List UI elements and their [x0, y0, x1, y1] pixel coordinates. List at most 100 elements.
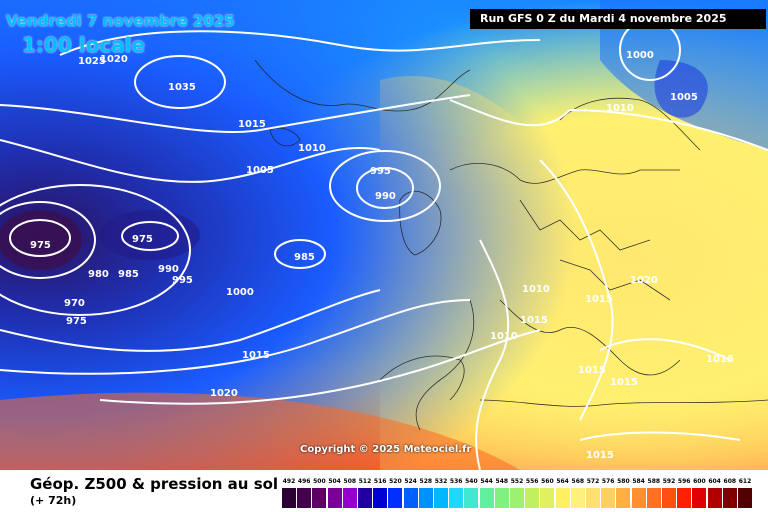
scale-swatch	[555, 488, 570, 508]
isobar-label: 1005	[246, 165, 274, 176]
isobar-label: 1010	[606, 103, 634, 114]
forecast-date: Vendredi 7 novembre 2025	[6, 12, 235, 30]
scale-swatch	[540, 488, 555, 508]
scale-label: 520	[389, 478, 402, 485]
scale-label: 584	[632, 478, 645, 485]
isobar-label: 990	[158, 264, 179, 275]
scale-label: 600	[693, 478, 706, 485]
isobar-label: 975	[66, 316, 87, 327]
isobar-label: 985	[294, 252, 315, 263]
scale-label: 604	[708, 478, 721, 485]
scale-label: 524	[404, 478, 417, 485]
scale-label: 588	[647, 478, 661, 485]
scale-swatch	[707, 488, 722, 508]
scale-swatch	[434, 488, 448, 508]
scale-label: 576	[601, 478, 615, 485]
color-scale: 492 496 500 504 508 512 516 520 524 528 532 536 540 5…	[282, 478, 752, 510]
scale-swatch	[403, 488, 418, 508]
scale-swatch	[494, 488, 509, 508]
scale-swatch	[631, 488, 646, 508]
isobar-label: 1035	[168, 82, 196, 93]
run-info: Run GFS 0 Z du Mardi 4 novembre 2025	[470, 9, 766, 29]
forecast-time: 1:00 locale	[22, 33, 146, 57]
scale-swatch	[692, 488, 707, 508]
scale-label: 548	[495, 478, 509, 485]
coastlines	[254, 59, 768, 431]
scale-label: 564	[556, 478, 569, 485]
scale-swatch	[312, 488, 327, 508]
isobar-label: 1015	[578, 365, 606, 376]
scale-swatch	[373, 488, 388, 508]
isobar-label: 1000	[226, 287, 254, 298]
scale-label: 556	[525, 478, 539, 485]
isobar-label: 975	[30, 240, 51, 251]
scale-swatch	[297, 488, 312, 508]
scale-label: 512	[358, 478, 372, 485]
scale-label: 580	[617, 478, 630, 485]
scale-label: 536	[449, 478, 463, 485]
scale-label: 612	[738, 478, 752, 485]
isobar-label: 1015	[242, 350, 270, 361]
scale-swatch	[646, 488, 661, 508]
scale-swatch	[510, 488, 524, 508]
scale-swatch	[479, 488, 494, 508]
isobar-label: 1010	[490, 331, 518, 342]
isobar-label: 1015	[520, 315, 548, 326]
scale-swatch	[616, 488, 631, 508]
isobar-label: 995	[370, 166, 391, 177]
scale-swatch	[586, 488, 600, 508]
scale-swatch	[358, 488, 372, 508]
scale-label: 592	[662, 478, 676, 485]
map-graphic: 1025 1020 1035 1015 1010 1005 995 990 97…	[0, 0, 768, 470]
scale-label: 528	[419, 478, 433, 485]
scale-swatch	[662, 488, 676, 508]
scale-label: 504	[328, 478, 341, 485]
isobar-label: 1015	[585, 294, 613, 305]
scale-swatch	[570, 488, 585, 508]
south-ridge	[0, 392, 520, 470]
scale-label: 496	[297, 478, 311, 485]
isobar-lines	[0, 19, 768, 470]
scale-label: 500	[313, 478, 326, 485]
isobar-label: 1015	[586, 450, 614, 461]
isobar-label: 980	[88, 269, 109, 280]
scale-swatch	[525, 488, 540, 508]
weather-map: 1025 1020 1035 1015 1010 1005 995 990 97…	[0, 0, 768, 470]
scale-swatch	[722, 488, 737, 508]
isobar-label: 1020	[210, 388, 238, 399]
isobar-label: 1000	[626, 50, 654, 61]
scale-label: 568	[571, 478, 585, 485]
scale-swatch	[677, 488, 692, 508]
isobar-label: 1015	[610, 377, 638, 388]
scale-label: 596	[677, 478, 691, 485]
scale-label: 560	[541, 478, 554, 485]
isobar-label: 1020	[630, 275, 658, 286]
scale-label: 540	[465, 478, 478, 485]
scale-label: 544	[480, 478, 493, 485]
isobar-label: 1005	[670, 92, 698, 103]
isobar-label: 1010	[298, 143, 326, 154]
isobar-label: 1020	[100, 54, 128, 65]
lead-time: (+ 72h)	[30, 494, 77, 507]
scale-swatch	[464, 488, 479, 508]
scale-swatch	[342, 488, 357, 508]
isobar-label: 1025	[78, 56, 106, 67]
copyright: Copyright © 2025 Meteociel.fr	[300, 444, 472, 455]
isobar-label: 1015	[706, 354, 734, 365]
scale-label: 572	[586, 478, 600, 485]
isobar-label: 970	[64, 298, 85, 309]
scale-swatch	[418, 488, 433, 508]
scale-swatch	[282, 488, 296, 508]
scale-swatch	[388, 488, 403, 508]
isobar-labels: 1025 1020 1035 1015 1010 1005 995 990 97…	[30, 50, 734, 461]
isobar-label: 975	[132, 234, 153, 245]
isobar-label: 985	[118, 269, 139, 280]
scale-label: 508	[343, 478, 357, 485]
isobar-label: 995	[172, 275, 193, 286]
scale-label: 608	[723, 478, 737, 485]
isobar-label: 1015	[238, 119, 266, 130]
scale-label: 492	[282, 478, 296, 485]
scale-label: 516	[373, 478, 387, 485]
legend-footer: Géop. Z500 & pression au sol (+ 72h) 492…	[0, 470, 768, 512]
isobar-label: 1010	[522, 284, 550, 295]
